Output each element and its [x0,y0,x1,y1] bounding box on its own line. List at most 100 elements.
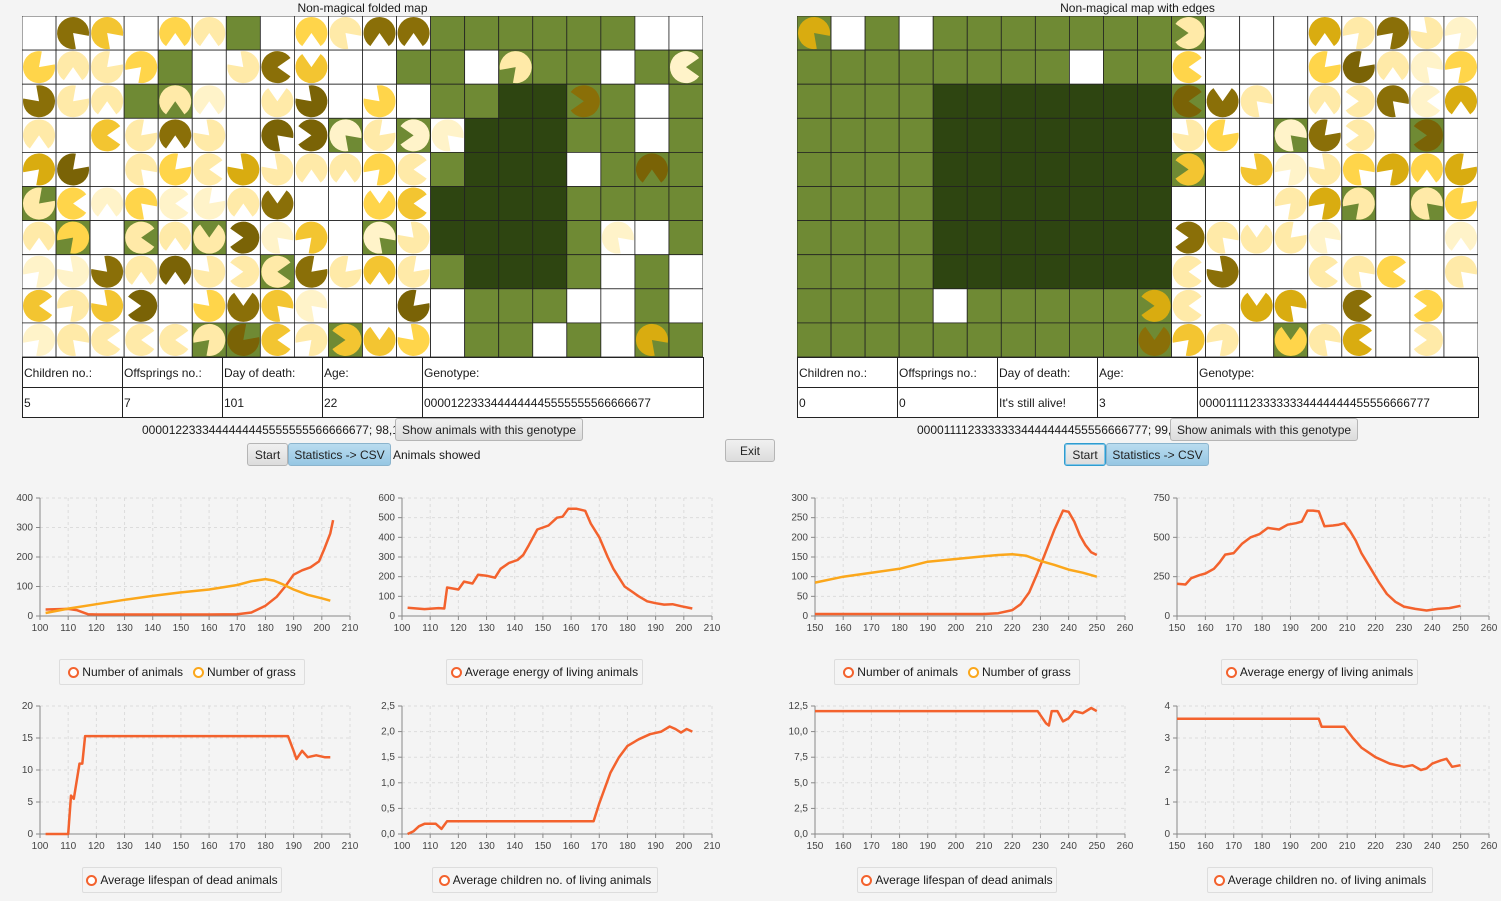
y-tick-label: 1,0 [381,778,395,789]
map-cell [966,83,1002,119]
map-cell [430,49,466,85]
pacman-icon [91,323,121,356]
animal-info-table: Children no.: Offsprings no.: Day of dea… [22,357,704,418]
pacman-icon [23,187,56,220]
map-cell [864,83,900,119]
exit-button[interactable]: Exit [725,439,775,462]
pacman-icon [57,85,90,118]
pacman-icon [159,221,192,251]
show-genotype-button[interactable]: Show animals with this genotype [1170,418,1358,441]
x-tick-label: 200 [675,623,692,634]
pacman-icon [329,17,362,50]
table-header-genotype: Genotype: [422,357,704,388]
map-cell [498,83,534,119]
pacman-icon [1376,85,1409,118]
map-cell [328,186,363,221]
pacman-icon [91,85,124,115]
table-value-day-of-death: 101 [222,387,323,418]
map-cell [1375,322,1411,357]
world-map[interactable] [797,16,1478,357]
map-cell [1000,186,1036,221]
table-value-offsprings: 0 [897,387,998,418]
pacman-icon [1172,289,1202,322]
map-cell [898,83,934,119]
pacman-icon [227,153,260,186]
map-cell [797,151,832,187]
map-cell [1000,16,1036,51]
pacman-icon [363,153,396,186]
chart-svg: 100 110 120 130 140 150 160 170 180 190 200 2100100… [378,493,720,634]
pacman-icon [227,51,260,84]
statistics-csv-button[interactable]: Statistics -> CSV [288,443,391,466]
map-cell [898,288,934,324]
show-genotype-button[interactable]: Show animals with this genotype [395,418,583,441]
map-cell [1068,49,1104,85]
map-cell [634,288,670,324]
map-cell [464,288,500,324]
map-cell [55,117,91,153]
series-line [407,507,693,611]
map-cell [668,220,703,256]
legend-symbol-icon [861,874,873,886]
map-cell [498,117,534,153]
map-cell [1034,151,1070,187]
x-tick-label: 130 [478,841,495,852]
map-cell [797,322,832,357]
pacman-icon [601,221,634,254]
pacman-icon [1308,187,1341,220]
map-cell [464,254,500,290]
pacman-icon [1342,187,1375,220]
x-tick-label: 150 [807,623,824,634]
x-tick-label: 170 [1225,623,1242,634]
pacman-icon [125,153,158,186]
map-cell [1068,16,1104,51]
pacman-icon [91,17,124,50]
pacman-icon [363,221,396,254]
pacman-icon [261,323,291,356]
map-cell [566,16,602,51]
pacman-icon [22,323,56,356]
x-tick-label: 210 [342,841,359,852]
world-map[interactable] [22,16,703,357]
start-button[interactable]: Start [1064,443,1106,466]
table-value-offsprings: 7 [122,387,223,418]
map-cell [898,186,934,221]
map-cell [532,288,568,324]
chart-legend: Average children no. of living animals [432,867,658,893]
pacman-icon [295,54,328,84]
pacman-icon [1206,221,1239,254]
table-header-genotype: Genotype: [1197,357,1479,388]
pacman-icon [1308,119,1341,152]
x-tick-label: 150 [1169,623,1186,634]
x-tick-label: 190 [919,841,936,852]
pacman-icon [159,85,192,115]
x-tick-label: 170 [229,623,246,634]
pacman-icon [1342,51,1375,84]
map-cell [1137,16,1172,51]
pacman-icon [1376,17,1409,50]
map-cell [1239,16,1275,51]
map-cell [1137,83,1172,119]
x-tick-label: 120 [88,841,105,852]
pacman-icon [125,255,158,285]
y-tick-label: 0 [27,611,33,622]
start-button[interactable]: Start [247,443,288,466]
map-cell [600,322,636,357]
map-cell [1375,117,1411,153]
pacman-icon [1444,51,1477,84]
series-line [407,725,693,836]
chart-average-lifespan: 150 160 170 180 190 200 210 220 230 240 250 260 0,0 2… [775,698,1135,858]
x-tick-label: 240 [1424,841,1441,852]
map-cell [1034,117,1070,153]
statistics-csv-button[interactable]: Statistics -> CSV [1106,443,1209,466]
map-cell [797,220,832,256]
map-cell [498,220,534,256]
map-cell [464,151,500,187]
y-tick-label: 50 [797,591,809,602]
table-value-children: 5 [22,387,123,418]
y-tick-label: 100 [16,582,33,593]
map-cell [430,254,466,290]
pacman-icon [1342,323,1372,356]
x-tick-label: 120 [88,623,105,634]
pacman-icon [431,119,464,152]
